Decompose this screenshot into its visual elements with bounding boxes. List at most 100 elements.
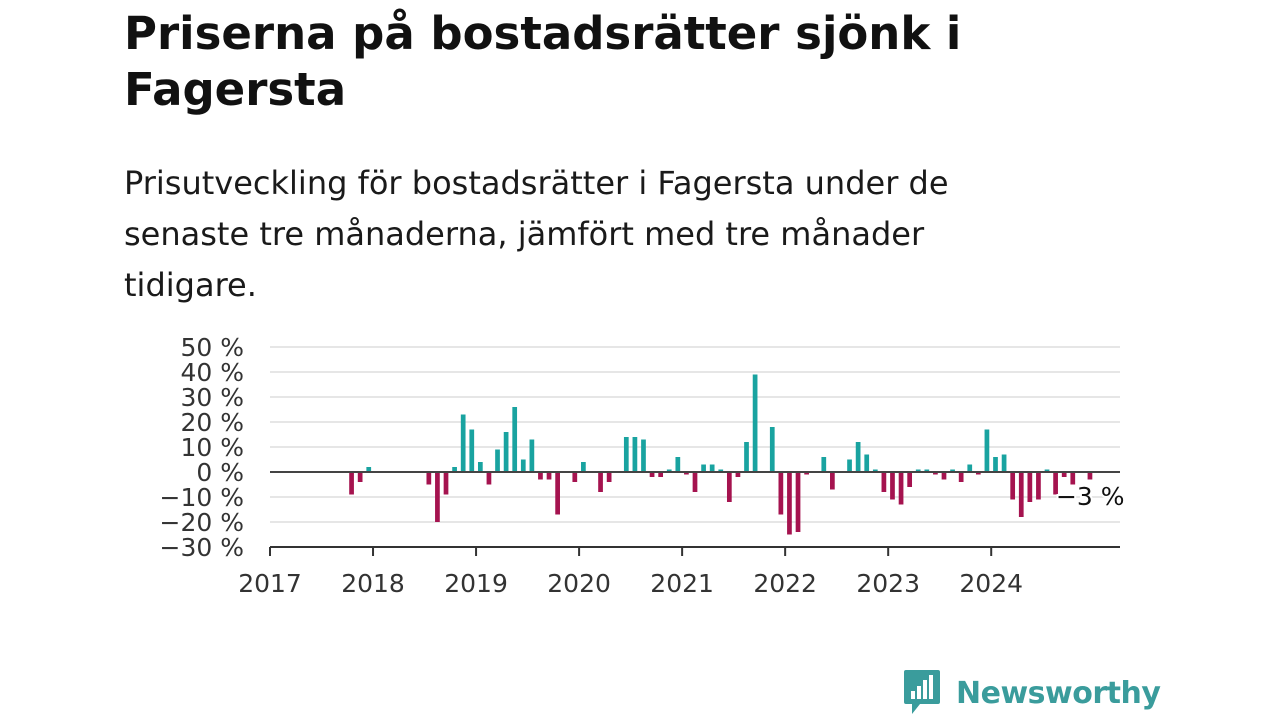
x-tick-label: 2020 <box>547 569 611 598</box>
bar <box>821 457 827 472</box>
bar <box>606 472 612 482</box>
bar <box>975 472 981 475</box>
y-tick-label: 10 % <box>180 433 244 462</box>
bar <box>701 464 706 472</box>
newsworthy-logo-icon <box>904 670 940 714</box>
bar <box>658 472 664 477</box>
bar <box>735 472 741 477</box>
bar <box>993 457 998 472</box>
bars <box>349 374 1093 535</box>
bar <box>752 374 758 472</box>
bar <box>555 472 560 515</box>
bar <box>443 472 449 495</box>
y-tick-label: −20 % <box>160 508 244 537</box>
x-tick-label: 2022 <box>753 569 817 598</box>
x-axis: 2017 2018 2019 2020 2021 2022 2023 2024 <box>238 471 1120 598</box>
bar <box>795 472 801 532</box>
bar <box>950 469 955 472</box>
bar <box>872 469 878 472</box>
bar <box>718 469 724 472</box>
x-tick-label: 2023 <box>856 569 920 598</box>
bar <box>623 437 629 472</box>
bar <box>520 459 526 472</box>
chart-subtitle: Prisutveckling för bostadsrätter i Fager… <box>124 164 949 304</box>
bar <box>503 432 509 472</box>
bar <box>778 472 784 515</box>
bar <box>1087 472 1093 480</box>
bar <box>933 472 938 475</box>
bar <box>787 472 792 535</box>
bar <box>684 472 689 475</box>
bar <box>512 407 518 472</box>
bar-chart: 50 %40 %30 %20 %10 %0 %−10 %−20 %−30 % 2… <box>160 333 1127 598</box>
bar <box>890 472 895 500</box>
bar <box>349 472 354 495</box>
x-tick-label: 2018 <box>341 569 405 598</box>
y-tick-label: 0 % <box>196 458 244 487</box>
bar <box>726 472 732 502</box>
grid-lines <box>270 346 1120 548</box>
bar <box>769 427 775 472</box>
bar <box>709 464 715 472</box>
bar <box>967 464 973 472</box>
bar <box>855 442 861 472</box>
y-tick-label: −10 % <box>160 483 244 512</box>
bar <box>692 472 698 492</box>
bar <box>495 449 500 472</box>
latest-value-annotation: −3 % <box>1056 482 1125 511</box>
bar <box>486 472 492 485</box>
bar <box>529 439 535 472</box>
chart-title: Priserna på bostadsrätter sjönk i Fagers… <box>124 7 962 116</box>
x-tick-label: 2019 <box>444 569 508 598</box>
bar <box>804 472 809 475</box>
bar <box>1044 469 1050 472</box>
newsworthy-brand: Newsworthy <box>902 668 1161 718</box>
bar <box>477 462 483 472</box>
bar <box>426 472 432 485</box>
bar <box>941 472 947 480</box>
bar <box>1053 472 1058 495</box>
annotations: −3 % <box>1054 480 1127 513</box>
x-tick-label: 2024 <box>959 569 1023 598</box>
bar <box>924 469 930 472</box>
bar <box>958 472 964 482</box>
x-tick-label: 2021 <box>650 569 714 598</box>
x-tick-label: 2017 <box>238 569 302 598</box>
bar <box>581 462 586 472</box>
bar <box>675 457 681 472</box>
bar <box>452 467 457 472</box>
bar <box>907 472 913 487</box>
brand-name: Newsworthy <box>956 675 1161 711</box>
bar <box>460 414 466 472</box>
bar <box>1027 472 1033 502</box>
bar <box>898 472 904 505</box>
bar <box>915 469 921 472</box>
bar <box>1018 472 1024 517</box>
y-tick-label: 30 % <box>180 383 244 412</box>
bar <box>435 472 440 522</box>
y-tick-label: 20 % <box>180 408 244 437</box>
bar <box>847 459 852 472</box>
bar <box>641 439 646 472</box>
bar <box>864 454 870 472</box>
bar <box>666 469 672 472</box>
y-tick-label: −30 % <box>160 533 244 562</box>
bar <box>1061 472 1067 477</box>
bar <box>1010 472 1016 500</box>
y-tick-label: 40 % <box>180 358 244 387</box>
bar <box>744 442 749 472</box>
bar <box>649 472 655 477</box>
bar <box>357 472 363 482</box>
bar <box>572 472 578 482</box>
bar <box>1001 454 1007 472</box>
bar <box>632 437 638 472</box>
bar <box>469 429 475 472</box>
bar <box>984 429 990 472</box>
bar <box>366 467 372 472</box>
bar <box>538 472 543 480</box>
y-axis-tick-labels: 50 %40 %30 %20 %10 %0 %−10 %−20 %−30 % <box>160 333 244 562</box>
y-tick-label: 50 % <box>180 333 244 362</box>
bar <box>830 472 835 490</box>
bar <box>546 472 552 480</box>
bar <box>598 472 603 492</box>
